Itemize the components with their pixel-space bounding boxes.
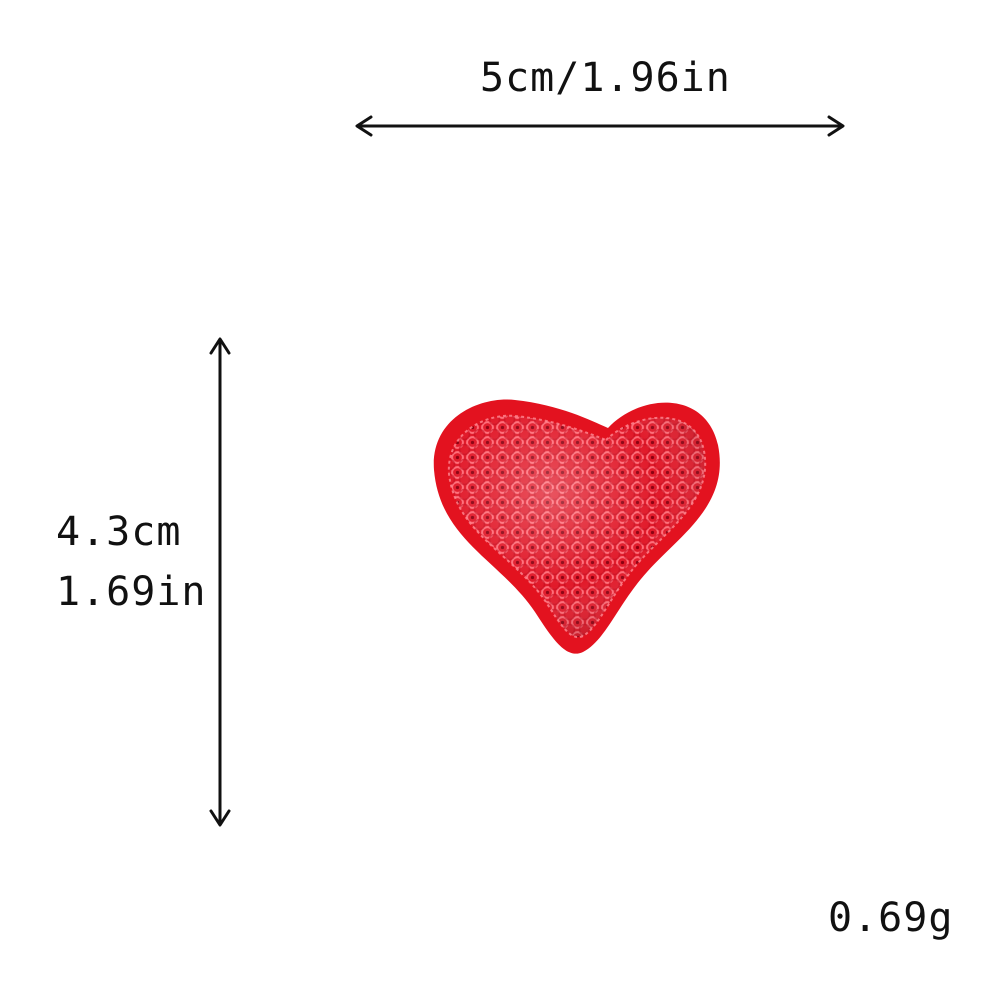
stitch-border [447,414,707,639]
width-dimension-label: 5cm/1.96in [480,55,731,101]
sequin-heart-patch [433,399,720,654]
height-dimension-in-label: 1.69in [56,569,207,615]
weight-label: 0.69g [828,895,954,941]
height-dimension-cm-label: 4.3cm [56,509,182,555]
height-arrow [209,337,231,827]
width-arrow [355,115,845,137]
